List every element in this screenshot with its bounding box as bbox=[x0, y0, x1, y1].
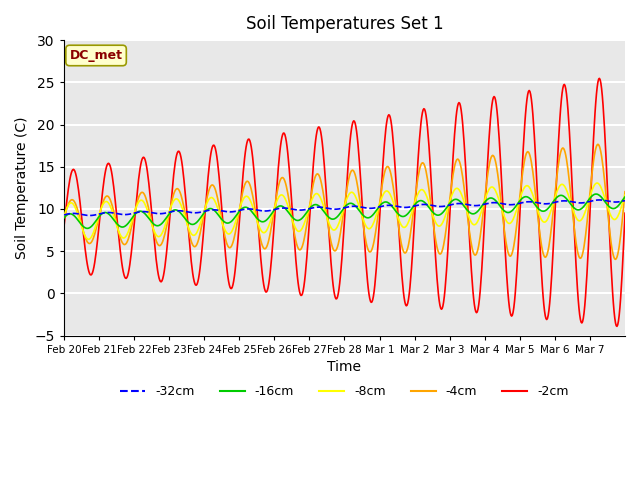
Legend: -32cm, -16cm, -8cm, -4cm, -2cm: -32cm, -16cm, -8cm, -4cm, -2cm bbox=[115, 380, 573, 403]
Title: Soil Temperatures Set 1: Soil Temperatures Set 1 bbox=[246, 15, 444, 33]
Y-axis label: Soil Temperature (C): Soil Temperature (C) bbox=[15, 117, 29, 259]
X-axis label: Time: Time bbox=[328, 360, 362, 374]
Text: DC_met: DC_met bbox=[70, 49, 123, 62]
